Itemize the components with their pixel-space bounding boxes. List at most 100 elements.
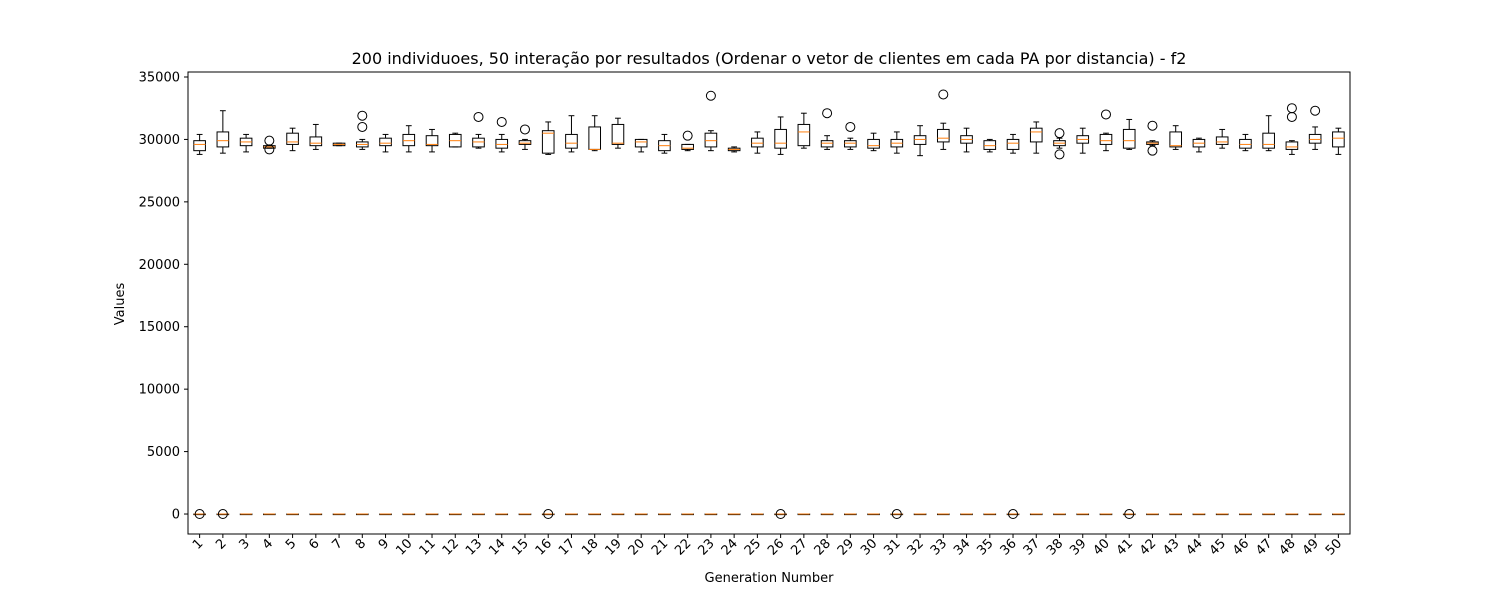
upper-box-9: [379, 133, 392, 153]
x-tick-label: 27: [788, 536, 810, 558]
iqr-box: [681, 143, 694, 150]
lower-box-8: [355, 513, 369, 516]
outlier-point: [473, 111, 484, 122]
lower-box-34: [960, 513, 973, 516]
x-tick-label: 19: [602, 536, 624, 558]
y-axis: 0 5000 10000 15000 20000 25000 30000 35000: [139, 70, 188, 523]
upper-box-12: [448, 132, 462, 148]
x-tick-label: 31: [881, 536, 903, 558]
x-tick-label: 45: [1207, 536, 1229, 558]
plot-frame: [187, 71, 1351, 535]
upper-box-39: [1076, 127, 1090, 154]
iqr-box: [1215, 136, 1229, 145]
upper-box-22: [681, 130, 694, 152]
upper-box-49: [1308, 105, 1322, 150]
y-tick-label: 0: [172, 508, 180, 523]
lower-box-36: [1006, 509, 1020, 520]
iqr-box: [1169, 131, 1183, 148]
upper-box-11: [425, 128, 439, 153]
x-tick-label: 39: [1067, 536, 1089, 558]
outlier-point: [938, 89, 949, 100]
upper-box-6: [309, 123, 323, 150]
lower-box-31: [890, 509, 904, 520]
x-tick-label: 50: [1323, 536, 1345, 558]
upper-box-26: [774, 116, 787, 155]
outlier-point: [264, 144, 275, 155]
y-axis-label: Values: [113, 283, 128, 326]
lower-box-43: [1169, 513, 1183, 516]
outlier-point: [1054, 128, 1065, 139]
iqr-box: [1308, 133, 1322, 144]
lower-box-45: [1215, 513, 1229, 516]
iqr-box: [402, 133, 416, 147]
lower-box-21: [658, 513, 671, 516]
upper-box-47: [1262, 115, 1275, 152]
lower-box-23: [704, 513, 718, 516]
y-tick-label: 25000: [139, 195, 180, 210]
lower-box-48: [1285, 513, 1299, 516]
upper-box-18: [588, 115, 602, 152]
lower-box-10: [402, 513, 416, 516]
upper-box-14: [495, 116, 509, 153]
upper-box-8: [355, 110, 369, 150]
x-tick-label: 29: [835, 536, 857, 558]
outlier-point: [682, 130, 693, 141]
lower-box-41: [1122, 509, 1136, 520]
lower-box-24: [727, 513, 741, 516]
upper-box-28: [820, 108, 834, 150]
x-tick-label: 7: [329, 536, 345, 552]
outlier-point: [543, 509, 554, 520]
lower-box-30: [867, 513, 880, 516]
lower-box-44: [1192, 513, 1206, 516]
x-tick-label: 22: [672, 536, 694, 558]
outlier-point: [519, 124, 530, 135]
x-tick-label: 44: [1183, 536, 1205, 558]
upper-box-7: [332, 142, 346, 147]
upper-box-5: [286, 127, 299, 152]
y-tick-label: 10000: [139, 383, 180, 398]
iqr-box: [1006, 138, 1020, 150]
upper-box-13: [472, 111, 485, 149]
x-tick-label: 32: [905, 536, 927, 558]
x-tick-label: 47: [1253, 536, 1275, 558]
outlier-point: [357, 110, 368, 121]
iqr-box: [1332, 131, 1345, 148]
lower-box-11: [425, 513, 439, 516]
upper-box-29: [844, 121, 857, 150]
upper-box-48: [1285, 103, 1299, 155]
upper-box-50: [1332, 127, 1345, 155]
iqr-box: [1122, 128, 1136, 149]
x-tick-label: 3: [236, 536, 252, 552]
x-tick-label: 48: [1276, 536, 1298, 558]
upper-box-17: [565, 115, 578, 153]
iqr-box: [936, 128, 950, 143]
iqr-box: [983, 140, 997, 150]
iqr-box: [867, 138, 880, 149]
iqr-box: [1099, 133, 1113, 145]
iqr-box: [751, 137, 764, 148]
iqr-box: [1285, 141, 1299, 150]
lower-box-49: [1308, 513, 1322, 516]
upper-box-20: [634, 138, 648, 153]
x-tick-label: 38: [1044, 536, 1066, 558]
upper-box-4: [263, 135, 276, 155]
upper-box-31: [890, 131, 904, 154]
iqr-box: [797, 123, 811, 147]
iqr-box: [820, 140, 834, 148]
lower-box-5: [286, 513, 299, 516]
lower-box-12: [448, 513, 462, 516]
outlier-point: [496, 116, 507, 127]
iqr-box: [425, 135, 439, 147]
outlier-point: [1124, 509, 1135, 520]
y-tick-label: 5000: [147, 445, 180, 460]
x-axis-label: Generation Number: [705, 571, 835, 586]
x-tick-label: 25: [742, 536, 764, 558]
outlier-point: [264, 135, 275, 146]
upper-box-1: [193, 133, 206, 155]
x-tick-label: 42: [1137, 536, 1159, 558]
lower-box-37: [1029, 513, 1043, 516]
lower-box-26: [774, 509, 787, 520]
lower-box-14: [495, 513, 509, 516]
x-tick-label: 12: [440, 536, 462, 558]
